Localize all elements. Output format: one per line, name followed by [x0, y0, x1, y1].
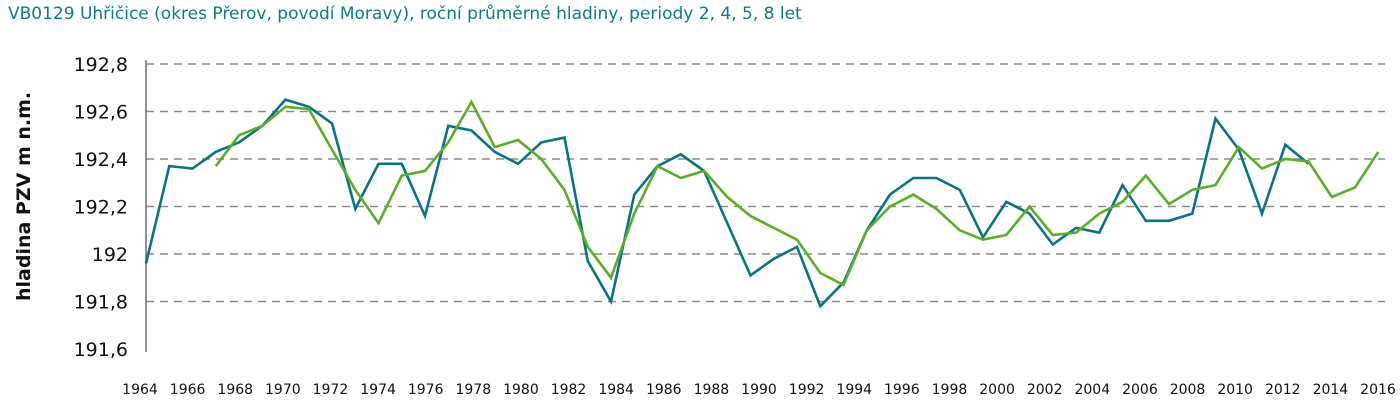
y-tick-label: 192,6 — [74, 102, 128, 124]
x-tick-label: 1992 — [789, 382, 825, 398]
x-tick-label: 1988 — [694, 382, 730, 398]
x-tick-label: 1994 — [836, 382, 872, 398]
x-tick-label: 2004 — [1074, 382, 1110, 398]
x-tick-label: 1968 — [217, 382, 253, 398]
chart-title: VB0129 Uhřičice (okres Přerov, povodí Mo… — [8, 4, 802, 24]
y-tick-label: 192,8 — [74, 54, 128, 76]
x-tick-label: 2002 — [1027, 382, 1063, 398]
x-tick-label: 1984 — [598, 382, 634, 398]
x-tick-label: 2008 — [1170, 382, 1206, 398]
x-tick-label: 2006 — [1122, 382, 1158, 398]
x-tick-label: 2016 — [1360, 382, 1396, 398]
x-tick-label: 1986 — [646, 382, 682, 398]
y-tick-label: 191,6 — [74, 339, 128, 361]
x-tick-label: 2000 — [979, 382, 1015, 398]
x-tick-label: 1998 — [932, 382, 968, 398]
y-tick-label: 191,8 — [74, 292, 128, 314]
x-tick-label: 1974 — [360, 382, 396, 398]
y-tick-label: 192,4 — [74, 149, 128, 171]
y-tick-label: 192 — [92, 244, 128, 266]
series-line-periods — [214, 99, 1380, 287]
x-tick-label: 1982 — [551, 382, 587, 398]
x-tick-label: 1990 — [741, 382, 777, 398]
x-tick-label: 1966 — [170, 382, 206, 398]
x-tick-label: 2014 — [1313, 382, 1349, 398]
x-tick-label: 1980 — [503, 382, 539, 398]
x-tick-label: 1964 — [122, 382, 158, 398]
y-tick-label: 192,2 — [74, 197, 128, 219]
series-line-annual — [144, 98, 1310, 309]
x-tick-label: 2012 — [1265, 382, 1301, 398]
x-tick-label: 1972 — [313, 382, 349, 398]
x-tick-label: 1970 — [265, 382, 301, 398]
x-tick-label: 1978 — [455, 382, 491, 398]
x-tick-label: 2010 — [1217, 382, 1253, 398]
x-tick-label: 1976 — [408, 382, 444, 398]
x-tick-label: 1996 — [884, 382, 920, 398]
